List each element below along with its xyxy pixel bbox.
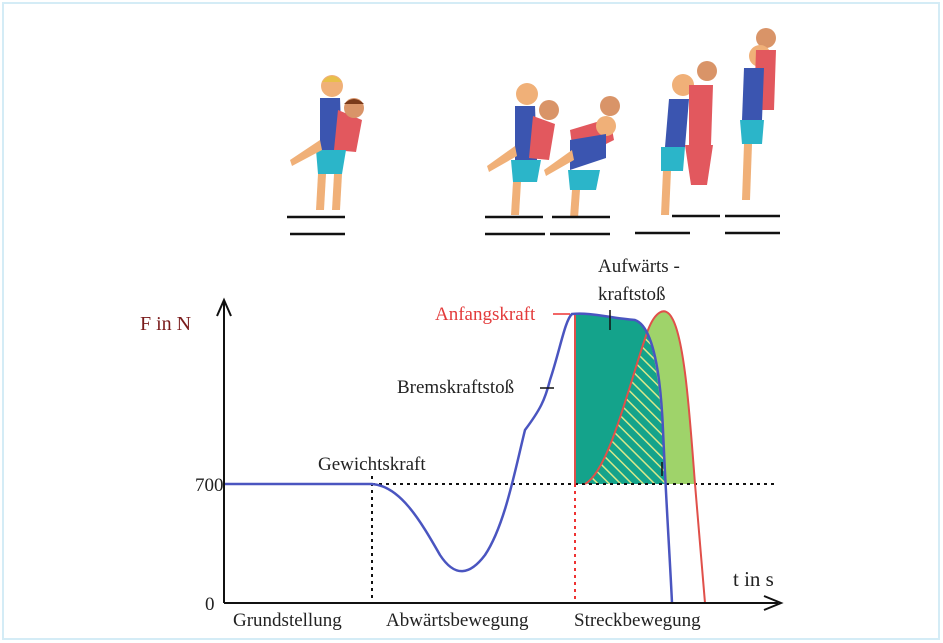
- diagram: F in N t in s 700 0 Gewichtskraft Bremsk…: [0, 0, 943, 643]
- annotation: Aufwärts -: [598, 256, 680, 277]
- phase-label: Abwärtsbewegung: [386, 610, 529, 631]
- y-tick-label: 0: [205, 594, 215, 615]
- y-label: F in N: [140, 313, 191, 335]
- annotation: Bremskraftstoß: [397, 377, 514, 398]
- y-tick-label: 700: [195, 475, 224, 496]
- annotation: Gewichtskraft: [318, 454, 426, 475]
- phase-label: Grundstellung: [233, 610, 342, 631]
- annotation: Anfangskraft: [435, 304, 536, 325]
- phase-label: Streckbewegung: [574, 610, 701, 631]
- annotation: kraftstoß: [598, 284, 666, 305]
- x-label: t in s: [733, 567, 774, 591]
